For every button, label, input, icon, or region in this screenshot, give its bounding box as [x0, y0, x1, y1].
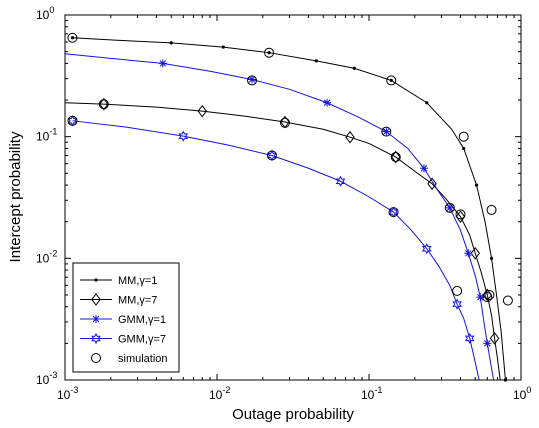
- series-marker: [170, 41, 173, 44]
- legend-label: simulation: [118, 353, 168, 365]
- series-marker: [475, 183, 478, 186]
- series-marker: [425, 101, 428, 104]
- legend-label: MM,γ=7: [118, 295, 157, 307]
- y-axis-label: Intercept probability: [7, 131, 24, 262]
- legend-label: GMM,γ=1: [118, 314, 166, 326]
- series-marker: [315, 59, 318, 62]
- x-tick-label: 100: [513, 385, 531, 402]
- legend-marker: [92, 315, 100, 323]
- series-marker: [483, 339, 491, 347]
- series-marker: [353, 67, 356, 70]
- legend: MM,γ=1 MM,γ=7 GMM,γ=1 GMM,γ=7 simulation: [73, 263, 179, 372]
- series-marker: [323, 99, 331, 107]
- series-marker: [71, 36, 74, 39]
- x-tick-label: 10-1: [361, 385, 382, 402]
- series-marker: [222, 45, 225, 48]
- series-marker: [464, 249, 472, 257]
- y-tick-label: 100: [36, 5, 54, 22]
- series-marker: [420, 164, 428, 172]
- series-marker: [159, 59, 167, 67]
- series-marker: [267, 51, 270, 54]
- series-marker: [462, 147, 465, 150]
- y-tick-label: 10-2: [36, 248, 57, 265]
- series-marker: [382, 128, 390, 136]
- x-tick-label: 10-3: [57, 385, 78, 402]
- series-marker: [446, 204, 454, 212]
- y-tick-label: 10-1: [36, 127, 57, 144]
- y-tick-label: 10-3: [36, 370, 57, 387]
- x-tick-label: 10-2: [209, 385, 230, 402]
- series-marker: [490, 257, 493, 260]
- series-marker: [390, 79, 393, 82]
- legend-marker: [94, 278, 97, 281]
- legend-label: GMM,γ=7: [118, 334, 166, 346]
- legend-label: MM,γ=1: [118, 275, 157, 287]
- x-axis-label: Outage probability: [232, 406, 354, 423]
